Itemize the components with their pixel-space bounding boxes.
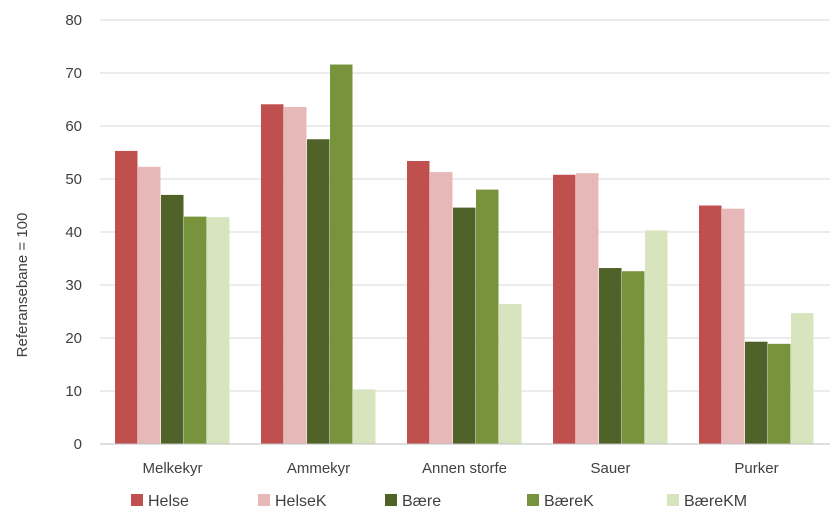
bar-bærekm-purker <box>791 313 814 444</box>
x-tick-label: Annen storfe <box>422 460 507 477</box>
bar-bærekm-annen-storfe <box>499 304 522 444</box>
x-tick-label: Sauer <box>590 460 630 477</box>
bar-bære-melkekyr <box>161 194 184 444</box>
legend: Helse HelseK Bære BæreK BæreKM <box>131 493 747 510</box>
bar-helse-purker <box>699 205 722 444</box>
bar-helse-ammekyr <box>261 104 284 445</box>
x-tick-label: Ammekyr <box>287 460 350 477</box>
bar-bære-purker <box>745 341 768 444</box>
bar-helse-annen-storfe <box>407 160 430 445</box>
legend-swatch-bærek <box>527 494 539 506</box>
y-tick-label: 50 <box>65 171 82 188</box>
bars <box>115 64 814 445</box>
legend-swatch-bærekm <box>667 494 679 506</box>
y-tick-label: 0 <box>74 436 82 453</box>
bar-bære-sauer <box>599 268 622 444</box>
bar-helsek-sauer <box>576 173 599 445</box>
bar-bærekm-ammekyr <box>353 389 376 444</box>
x-tick-label: Melkekyr <box>142 460 202 477</box>
bar-bærekm-sauer <box>645 230 668 444</box>
bar-helse-sauer <box>553 174 576 444</box>
y-tick-label: 30 <box>65 277 82 294</box>
bar-bærek-melkekyr <box>184 216 207 444</box>
bar-helsek-melkekyr <box>138 166 161 444</box>
bar-bærekm-melkekyr <box>207 217 230 444</box>
bar-bære-annen-storfe <box>453 207 476 444</box>
x-axis-ticks: Melkekyr Ammekyr Annen storfe Sauer Purker <box>142 460 778 477</box>
y-tick-label: 10 <box>65 383 82 400</box>
bar-bærek-purker <box>768 343 791 444</box>
legend-swatch-helsek <box>258 494 270 506</box>
y-axis-label: Referansebane = 100 <box>14 213 31 358</box>
y-tick-label: 70 <box>65 65 82 82</box>
y-tick-label: 20 <box>65 330 82 347</box>
bar-bære-ammekyr <box>307 139 330 444</box>
legend-label-helsek: HelseK <box>275 493 327 510</box>
y-axis-ticks: 0 10 20 30 40 50 60 70 80 <box>65 12 82 453</box>
legend-label-bære: Bære <box>402 493 441 510</box>
y-tick-label: 60 <box>65 118 82 135</box>
bar-bærek-sauer <box>622 271 645 444</box>
bar-helsek-annen-storfe <box>430 172 453 445</box>
bar-bærek-ammekyr <box>330 64 353 445</box>
legend-swatch-helse <box>131 494 143 506</box>
bar-helse-melkekyr <box>115 150 138 444</box>
legend-swatch-bære <box>385 494 397 506</box>
x-tick-label: Purker <box>734 460 778 477</box>
y-tick-label: 40 <box>65 224 82 241</box>
bar-helsek-purker <box>722 208 745 444</box>
legend-label-bærekm: BæreKM <box>684 493 747 510</box>
bar-helsek-ammekyr <box>284 106 307 445</box>
y-tick-label: 80 <box>65 12 82 29</box>
legend-label-helse: Helse <box>148 493 189 510</box>
legend-label-bærek: BæreK <box>544 493 594 510</box>
bar-bærek-annen-storfe <box>476 189 499 444</box>
